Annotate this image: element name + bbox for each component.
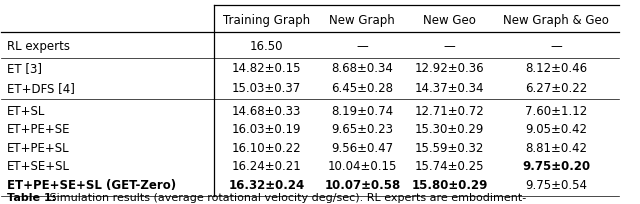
Text: ET+SL: ET+SL [7,105,45,118]
Text: 10.07±0.58: 10.07±0.58 [324,179,401,192]
Text: 10.04±0.15: 10.04±0.15 [328,159,397,172]
Text: ET+PE+SL: ET+PE+SL [7,141,70,154]
Text: 8.81±0.42: 8.81±0.42 [525,141,587,154]
Text: ET+DFS [4]: ET+DFS [4] [7,81,75,94]
Text: 9.75±0.54: 9.75±0.54 [525,179,587,192]
Text: 7.60±1.12: 7.60±1.12 [525,105,588,118]
Text: New Graph: New Graph [330,13,395,26]
Text: 15.74±0.25: 15.74±0.25 [415,159,484,172]
Text: 16.10±0.22: 16.10±0.22 [232,141,301,154]
Text: Training Graph: Training Graph [223,13,310,26]
Text: 15.30±0.29: 15.30±0.29 [415,123,484,136]
Text: 16.03±0.19: 16.03±0.19 [232,123,301,136]
Text: Simulation results (average rotational velocity deg/sec). RL experts are embodim: Simulation results (average rotational v… [46,192,526,202]
Text: 6.45±0.28: 6.45±0.28 [332,81,394,94]
Text: New Geo: New Geo [423,13,476,26]
Text: 9.05±0.42: 9.05±0.42 [525,123,587,136]
Text: 15.59±0.32: 15.59±0.32 [415,141,484,154]
Text: 14.82±0.15: 14.82±0.15 [232,62,301,75]
Text: 12.71±0.72: 12.71±0.72 [415,105,484,118]
Text: 9.65±0.23: 9.65±0.23 [332,123,394,136]
Text: 12.92±0.36: 12.92±0.36 [415,62,484,75]
Text: 14.37±0.34: 14.37±0.34 [415,81,484,94]
Text: —: — [550,40,562,53]
Text: 9.75±0.20: 9.75±0.20 [522,159,590,172]
Text: 8.19±0.74: 8.19±0.74 [332,105,394,118]
Text: RL experts: RL experts [7,40,70,53]
Text: 15.80±0.29: 15.80±0.29 [412,179,488,192]
Text: 6.27±0.22: 6.27±0.22 [525,81,588,94]
Text: New Graph & Geo: New Graph & Geo [503,13,609,26]
Text: 9.56±0.47: 9.56±0.47 [332,141,394,154]
Text: 14.68±0.33: 14.68±0.33 [232,105,301,118]
Text: —: — [444,40,455,53]
Text: —: — [356,40,368,53]
Text: 8.68±0.34: 8.68±0.34 [332,62,393,75]
Text: ET+SE+SL: ET+SE+SL [7,159,70,172]
Text: 16.24±0.21: 16.24±0.21 [232,159,301,172]
Text: Table 1:: Table 1: [7,192,56,202]
Text: 16.50: 16.50 [250,40,284,53]
Text: 8.12±0.46: 8.12±0.46 [525,62,587,75]
Text: ET [3]: ET [3] [7,62,42,75]
Text: 15.03±0.37: 15.03±0.37 [232,81,301,94]
Text: ET+PE+SE: ET+PE+SE [7,123,70,136]
Text: 16.32±0.24: 16.32±0.24 [228,179,305,192]
Text: ET+PE+SE+SL (GET-Zero): ET+PE+SE+SL (GET-Zero) [7,179,176,192]
